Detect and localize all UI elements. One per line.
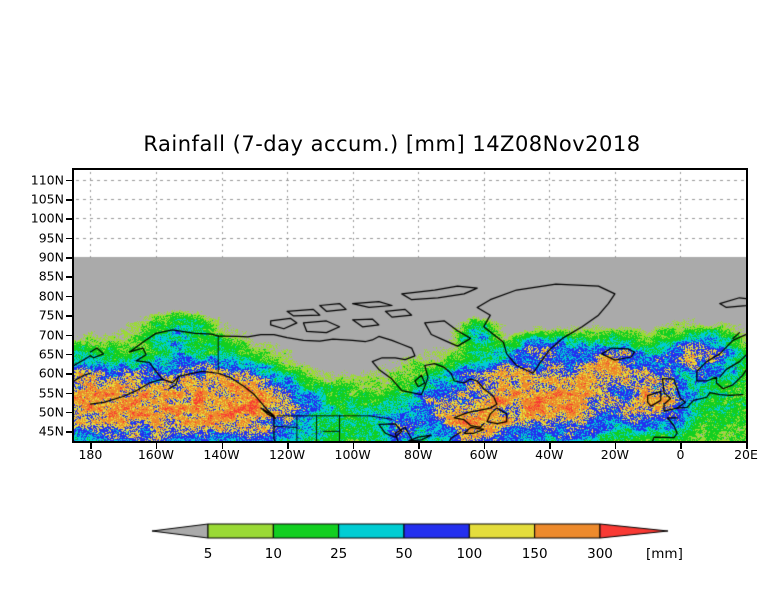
longitude-label: 160W — [137, 447, 175, 462]
longitude-tick — [287, 443, 289, 449]
latitude-tick — [66, 295, 72, 298]
longitude-tick — [549, 443, 551, 449]
latitude-tick — [66, 392, 72, 395]
latitude-tick — [66, 334, 72, 337]
longitude-axis-labels: 180 160W 140W 120W 100W 80W 60W 40W 20W 0 20E — [72, 447, 757, 471]
colorbar: 5 10 25 50 100 150 300 [mm] — [150, 518, 683, 568]
latitude-tick — [66, 257, 72, 259]
latitude-tick — [66, 353, 72, 356]
longitude-tick — [155, 443, 158, 449]
longitude-tick — [746, 443, 748, 449]
longitude-label: 20W — [600, 447, 630, 462]
longitude-tick — [614, 443, 617, 449]
colorbar-tick-label: 25 — [330, 546, 348, 562]
longitude-tick — [418, 443, 420, 449]
latitude-label: 85N — [38, 268, 64, 284]
latitude-tick — [66, 431, 72, 433]
colorbar-tick-label: 300 — [587, 546, 613, 562]
colorbar-tick-label: 10 — [264, 546, 282, 562]
longitude-label: 120W — [268, 447, 306, 462]
latitude-label: 105N — [30, 191, 64, 207]
colorbar-unit-label: [mm] — [646, 546, 683, 562]
latitude-label: 60N — [38, 365, 64, 381]
latitude-tick — [66, 218, 72, 220]
colorbar-tick-label: 50 — [395, 546, 413, 562]
latitude-label: 55N — [38, 385, 64, 401]
longitude-tick — [221, 443, 223, 449]
latitude-label: 65N — [38, 346, 64, 362]
latitude-label: 80N — [38, 288, 64, 304]
latitude-tick — [66, 276, 72, 278]
colorbar-tick-label: 100 — [456, 546, 483, 562]
latitude-label: 100N — [30, 210, 64, 226]
latitude-tick — [66, 411, 72, 414]
longitude-tick — [352, 443, 355, 449]
longitude-label: 0 — [676, 447, 685, 462]
longitude-label: 140W — [203, 447, 240, 462]
latitude-tick — [66, 237, 72, 240]
latitude-label: 45N — [38, 423, 64, 439]
longitude-tick — [90, 443, 92, 449]
longitude-label: 180 — [78, 447, 103, 462]
longitude-tick — [680, 443, 682, 449]
latitude-label: 50N — [38, 404, 64, 420]
longitude-tick-marks — [72, 443, 748, 451]
latitude-label: 90N — [38, 249, 64, 265]
longitude-label: 20E — [734, 447, 758, 462]
latitude-tick — [66, 315, 72, 317]
latitude-label: 75N — [38, 307, 64, 323]
latitude-label: 70N — [38, 327, 64, 343]
latitude-label: 95N — [38, 230, 64, 246]
longitude-label: 60W — [469, 447, 498, 462]
colorbar-canvas — [150, 518, 670, 544]
latitude-tick — [66, 179, 72, 182]
colorbar-tick-label: 5 — [203, 546, 213, 562]
longitude-tick — [483, 443, 486, 449]
latitude-tick — [66, 373, 72, 375]
latitude-label: 110N — [30, 172, 64, 188]
map-plot-area — [72, 168, 748, 443]
latitude-tick — [66, 199, 72, 201]
page-title: Rainfall (7-day accum.) [mm] 14Z08Nov201… — [143, 132, 641, 156]
latitude-axis-labels: 110N 105N 100N 95N 90N 85N 80N 75N 70N 65N 60N 55N 5… — [0, 168, 64, 443]
colorbar-tick-label: 150 — [521, 546, 548, 562]
longitude-label: 100W — [334, 447, 371, 462]
longitude-label: 40W — [535, 447, 564, 462]
latitude-tick-marks — [0, 168, 72, 443]
longitude-label: 80W — [404, 447, 433, 462]
precipitation-map-canvas — [74, 170, 746, 441]
